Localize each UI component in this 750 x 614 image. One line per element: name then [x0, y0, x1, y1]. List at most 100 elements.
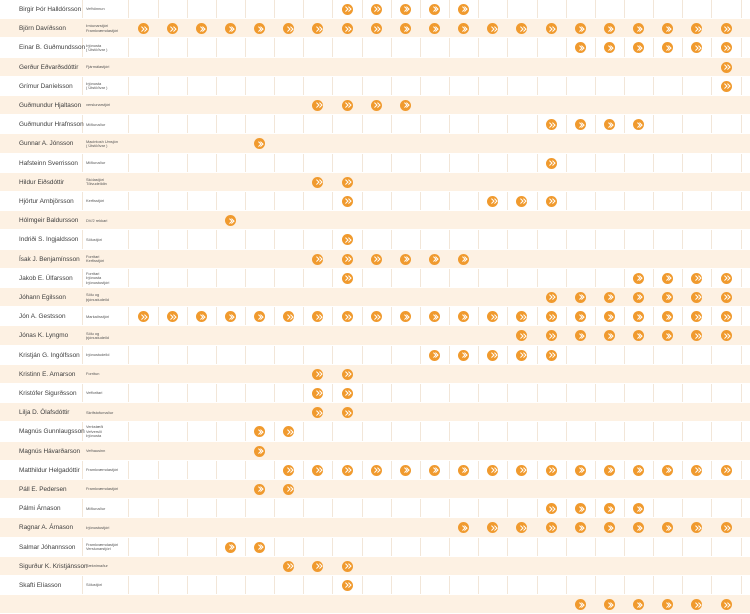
double-chevron-right-icon[interactable]: [429, 311, 440, 323]
double-chevron-right-icon[interactable]: [254, 311, 266, 323]
double-chevron-right-icon[interactable]: [633, 311, 645, 323]
double-chevron-right-icon[interactable]: [516, 23, 528, 35]
double-chevron-right-icon[interactable]: [603, 522, 615, 534]
double-chevron-right-icon[interactable]: [341, 560, 353, 572]
double-chevron-right-icon[interactable]: [633, 503, 645, 515]
double-chevron-right-icon[interactable]: [399, 100, 411, 112]
double-chevron-right-icon[interactable]: [545, 196, 557, 208]
double-chevron-right-icon[interactable]: [574, 464, 586, 476]
double-chevron-right-icon[interactable]: [603, 330, 615, 342]
double-chevron-right-icon[interactable]: [545, 330, 557, 342]
double-chevron-right-icon[interactable]: [224, 215, 236, 227]
double-chevron-right-icon[interactable]: [633, 599, 645, 611]
double-chevron-right-icon[interactable]: [312, 176, 324, 188]
double-chevron-right-icon[interactable]: [574, 292, 586, 304]
double-chevron-right-icon[interactable]: [341, 580, 353, 592]
double-chevron-right-icon[interactable]: [603, 503, 615, 515]
double-chevron-right-icon[interactable]: [662, 272, 674, 284]
double-chevron-right-icon[interactable]: [224, 311, 236, 323]
double-chevron-right-icon[interactable]: [458, 253, 470, 265]
double-chevron-right-icon[interactable]: [691, 272, 703, 284]
double-chevron-right-icon[interactable]: [458, 349, 470, 361]
double-chevron-right-icon[interactable]: [429, 464, 440, 476]
double-chevron-right-icon[interactable]: [399, 4, 411, 16]
double-chevron-right-icon[interactable]: [341, 272, 353, 284]
double-chevron-right-icon[interactable]: [458, 464, 470, 476]
double-chevron-right-icon[interactable]: [399, 464, 411, 476]
double-chevron-right-icon[interactable]: [691, 311, 703, 323]
double-chevron-right-icon[interactable]: [312, 388, 324, 400]
double-chevron-right-icon[interactable]: [720, 599, 732, 611]
double-chevron-right-icon[interactable]: [283, 464, 295, 476]
double-chevron-right-icon[interactable]: [662, 522, 674, 534]
double-chevron-right-icon[interactable]: [720, 522, 732, 534]
double-chevron-right-icon[interactable]: [487, 522, 499, 534]
double-chevron-right-icon[interactable]: [633, 464, 645, 476]
double-chevron-right-icon[interactable]: [312, 464, 324, 476]
double-chevron-right-icon[interactable]: [254, 23, 266, 35]
double-chevron-right-icon[interactable]: [574, 42, 586, 54]
double-chevron-right-icon[interactable]: [399, 311, 411, 323]
double-chevron-right-icon[interactable]: [487, 23, 499, 35]
double-chevron-right-icon[interactable]: [691, 292, 703, 304]
double-chevron-right-icon[interactable]: [312, 407, 324, 419]
double-chevron-right-icon[interactable]: [720, 292, 732, 304]
double-chevron-right-icon[interactable]: [633, 330, 645, 342]
double-chevron-right-icon[interactable]: [429, 349, 440, 361]
double-chevron-right-icon[interactable]: [399, 253, 411, 265]
double-chevron-right-icon[interactable]: [370, 464, 382, 476]
double-chevron-right-icon[interactable]: [545, 311, 557, 323]
double-chevron-right-icon[interactable]: [370, 311, 382, 323]
double-chevron-right-icon[interactable]: [370, 23, 382, 35]
double-chevron-right-icon[interactable]: [545, 23, 557, 35]
double-chevron-right-icon[interactable]: [341, 407, 353, 419]
double-chevron-right-icon[interactable]: [574, 119, 586, 131]
double-chevron-right-icon[interactable]: [662, 599, 674, 611]
double-chevron-right-icon[interactable]: [574, 503, 586, 515]
double-chevron-right-icon[interactable]: [720, 23, 732, 35]
double-chevron-right-icon[interactable]: [341, 253, 353, 265]
double-chevron-right-icon[interactable]: [603, 464, 615, 476]
double-chevron-right-icon[interactable]: [458, 4, 470, 16]
double-chevron-right-icon[interactable]: [254, 541, 266, 553]
double-chevron-right-icon[interactable]: [487, 464, 499, 476]
double-chevron-right-icon[interactable]: [691, 330, 703, 342]
double-chevron-right-icon[interactable]: [516, 522, 528, 534]
double-chevron-right-icon[interactable]: [429, 4, 440, 16]
double-chevron-right-icon[interactable]: [516, 311, 528, 323]
double-chevron-right-icon[interactable]: [283, 426, 295, 438]
double-chevron-right-icon[interactable]: [487, 196, 499, 208]
double-chevron-right-icon[interactable]: [195, 311, 207, 323]
double-chevron-right-icon[interactable]: [574, 311, 586, 323]
double-chevron-right-icon[interactable]: [254, 138, 266, 150]
double-chevron-right-icon[interactable]: [283, 311, 295, 323]
double-chevron-right-icon[interactable]: [545, 292, 557, 304]
double-chevron-right-icon[interactable]: [312, 253, 324, 265]
double-chevron-right-icon[interactable]: [137, 23, 149, 35]
double-chevron-right-icon[interactable]: [720, 330, 732, 342]
double-chevron-right-icon[interactable]: [312, 311, 324, 323]
double-chevron-right-icon[interactable]: [370, 4, 382, 16]
double-chevron-right-icon[interactable]: [574, 522, 586, 534]
double-chevron-right-icon[interactable]: [341, 176, 353, 188]
double-chevron-right-icon[interactable]: [341, 388, 353, 400]
double-chevron-right-icon[interactable]: [662, 330, 674, 342]
double-chevron-right-icon[interactable]: [370, 100, 382, 112]
double-chevron-right-icon[interactable]: [399, 23, 411, 35]
double-chevron-right-icon[interactable]: [341, 368, 353, 380]
double-chevron-right-icon[interactable]: [662, 42, 674, 54]
double-chevron-right-icon[interactable]: [691, 599, 703, 611]
double-chevron-right-icon[interactable]: [224, 541, 236, 553]
double-chevron-right-icon[interactable]: [603, 311, 615, 323]
double-chevron-right-icon[interactable]: [691, 23, 703, 35]
double-chevron-right-icon[interactable]: [662, 311, 674, 323]
double-chevron-right-icon[interactable]: [545, 349, 557, 361]
double-chevron-right-icon[interactable]: [633, 42, 645, 54]
double-chevron-right-icon[interactable]: [633, 119, 645, 131]
double-chevron-right-icon[interactable]: [429, 253, 440, 265]
double-chevron-right-icon[interactable]: [516, 196, 528, 208]
double-chevron-right-icon[interactable]: [720, 61, 732, 73]
double-chevron-right-icon[interactable]: [283, 484, 295, 496]
double-chevron-right-icon[interactable]: [545, 119, 557, 131]
double-chevron-right-icon[interactable]: [312, 368, 324, 380]
